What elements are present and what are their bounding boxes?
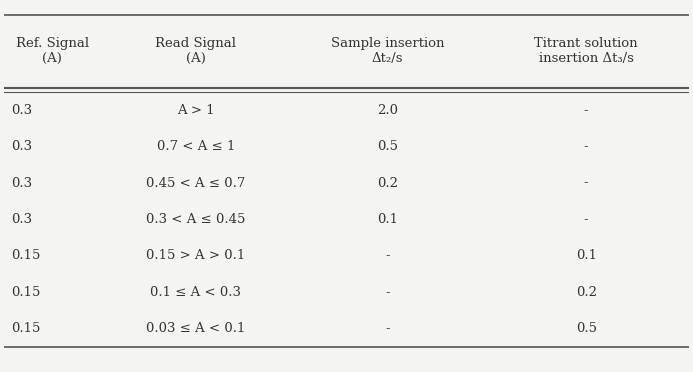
Text: Ref. Signal
(A): Ref. Signal (A)	[15, 38, 89, 65]
Text: -: -	[584, 177, 588, 190]
Text: 0.1: 0.1	[576, 249, 597, 262]
Text: A > 1: A > 1	[177, 104, 215, 117]
Text: 0.15 > A > 0.1: 0.15 > A > 0.1	[146, 249, 245, 262]
Text: 0.45 < A ≤ 0.7: 0.45 < A ≤ 0.7	[146, 177, 245, 190]
Text: 0.5: 0.5	[377, 140, 398, 153]
Text: Read Signal
(A): Read Signal (A)	[155, 38, 236, 65]
Text: 0.2: 0.2	[576, 286, 597, 299]
Text: -: -	[584, 213, 588, 226]
Text: 0.2: 0.2	[377, 177, 398, 190]
Text: 2.0: 2.0	[377, 104, 398, 117]
Text: 0.15: 0.15	[11, 286, 40, 299]
Text: -: -	[385, 249, 390, 262]
Text: 0.7 < A ≤ 1: 0.7 < A ≤ 1	[157, 140, 235, 153]
Text: 0.15: 0.15	[11, 249, 40, 262]
Text: 0.3: 0.3	[11, 213, 32, 226]
Text: -: -	[385, 322, 390, 335]
Text: -: -	[584, 140, 588, 153]
Text: 0.5: 0.5	[576, 322, 597, 335]
Text: Titrant solution
insertion Δt₃/s: Titrant solution insertion Δt₃/s	[534, 38, 638, 65]
Text: 0.1 ≤ A < 0.3: 0.1 ≤ A < 0.3	[150, 286, 241, 299]
Text: 0.3: 0.3	[11, 177, 32, 190]
Text: 0.3 < A ≤ 0.45: 0.3 < A ≤ 0.45	[146, 213, 245, 226]
Text: Sample insertion
Δt₂/s: Sample insertion Δt₂/s	[331, 38, 444, 65]
Text: 0.1: 0.1	[377, 213, 398, 226]
Text: -: -	[385, 286, 390, 299]
Text: 0.3: 0.3	[11, 140, 32, 153]
Text: -: -	[584, 104, 588, 117]
Text: 0.03 ≤ A < 0.1: 0.03 ≤ A < 0.1	[146, 322, 245, 335]
Text: 0.3: 0.3	[11, 104, 32, 117]
Text: 0.15: 0.15	[11, 322, 40, 335]
